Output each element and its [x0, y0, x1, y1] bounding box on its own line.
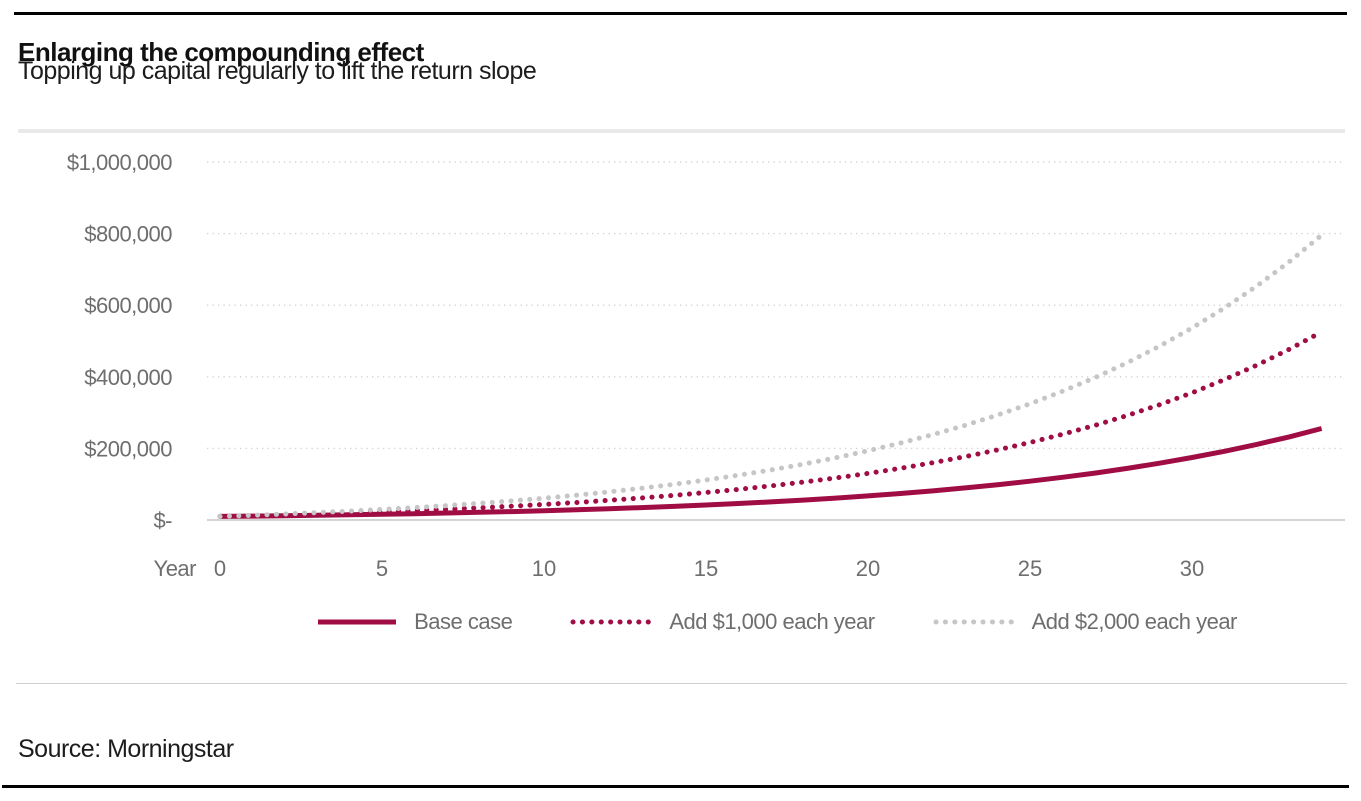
- x-axis-labels: Year 0 5 10 15 20 25 30: [154, 556, 1205, 581]
- grid-lines: [207, 161, 1345, 521]
- legend-label: Add $2,000 each year: [1031, 609, 1238, 634]
- legend-item: Add $2,000 each year: [933, 609, 1237, 635]
- x-tick-label: 5: [376, 556, 388, 581]
- dotted-line-swatch: [933, 619, 1017, 625]
- series-add-2-000-each-year: [217, 232, 1325, 519]
- solid-line-swatch: [318, 619, 397, 625]
- footer-separator: [16, 683, 1347, 684]
- y-tick-label: $600,000: [84, 293, 172, 318]
- x-axis-title: Year: [154, 556, 197, 581]
- legend-label: Base case: [414, 609, 513, 634]
- header-separator: [18, 129, 1345, 133]
- chart-legend: Base case Add $1,000 each year Add $2,000 …: [207, 600, 1345, 644]
- x-tick-label: 10: [532, 556, 556, 581]
- x-tick-label: 0: [214, 556, 226, 581]
- x-tick-label: 20: [856, 556, 880, 581]
- series-add-1-000-each-year: [217, 329, 1325, 519]
- y-tick-label: $1,000,000: [67, 150, 172, 175]
- source-text: Source: Morningstar: [18, 735, 234, 763]
- y-tick-label: $-: [153, 508, 172, 533]
- x-tick-label: 15: [694, 556, 718, 581]
- x-tick-label: 25: [1018, 556, 1042, 581]
- dotted-line-swatch: [570, 619, 654, 625]
- series-base-case: [219, 426, 1323, 519]
- page-title: Enlarging the compounding effect: [18, 37, 424, 68]
- page-subtitle: Topping up capital regularly to lift the…: [18, 57, 537, 85]
- x-tick-label: 30: [1180, 556, 1204, 581]
- line-chart: $- $200,000 $400,000 $600,000 $800,000 $1,000…: [67, 150, 1345, 581]
- top-border: [14, 12, 1347, 15]
- legend-item: Base case: [315, 609, 513, 635]
- bottom-border: [2, 785, 1349, 788]
- legend-label: Add $1,000 each year: [669, 609, 875, 634]
- y-axis-labels: $- $200,000 $400,000 $600,000 $800,000 $1,000…: [67, 150, 173, 533]
- y-tick-label: $400,000: [84, 365, 172, 390]
- legend-item: Add $1,000 each year: [570, 609, 875, 635]
- y-tick-label: $800,000: [84, 222, 172, 247]
- y-tick-label: $200,000: [84, 436, 172, 461]
